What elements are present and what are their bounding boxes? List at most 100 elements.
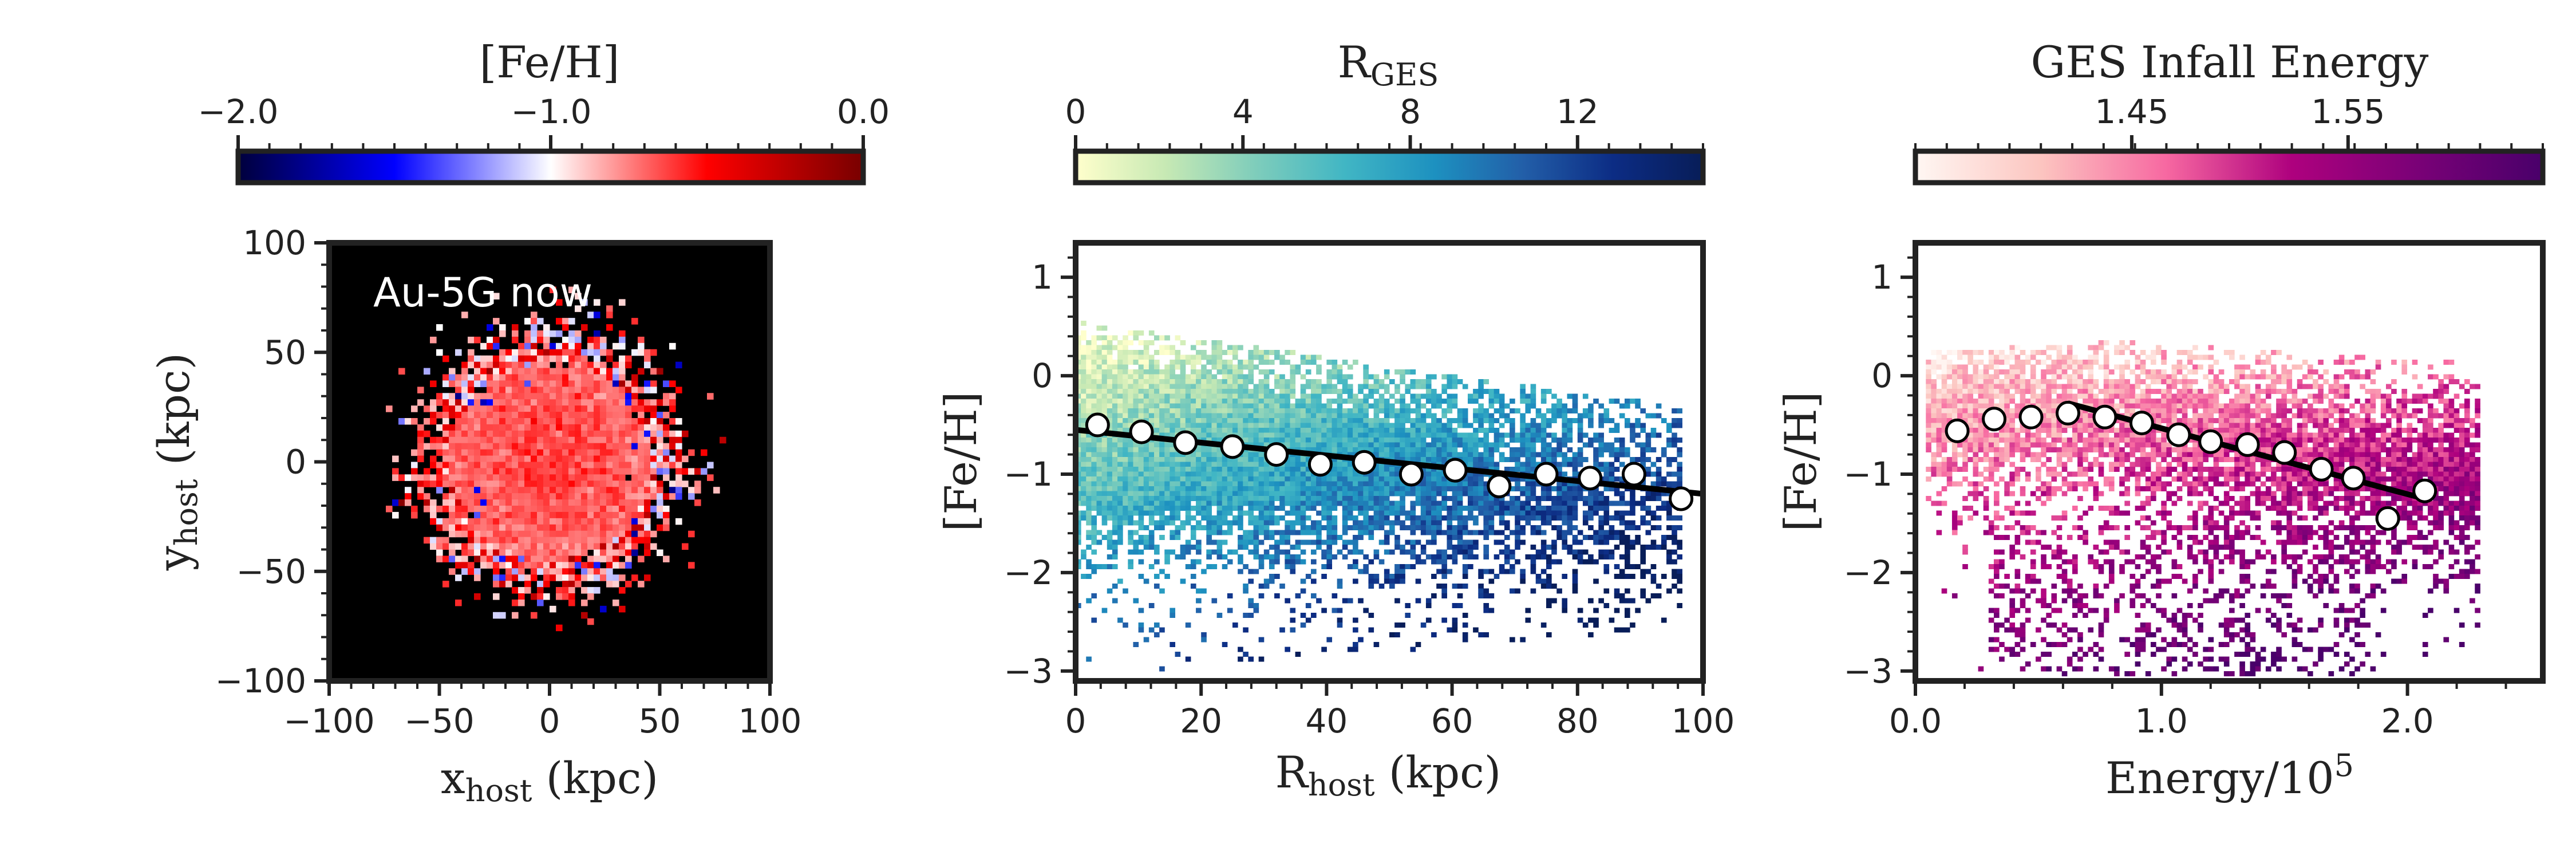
rad-cells-cell [1148,364,1155,370]
map-pixel [644,543,651,550]
rad-cells-cell [1337,617,1343,623]
map-pixel [442,537,449,544]
rad-cells-cell [1274,515,1280,521]
rad-cells-cell [1546,510,1552,516]
rad-cells-cell [1081,423,1086,428]
map-pixel [468,493,475,500]
map-pixel [594,587,600,594]
map-pixel [543,581,550,588]
rad-cells-cell [1112,539,1118,545]
map-pixel [644,537,651,544]
rad-cells-cell [1133,506,1139,511]
rad-cells-cell [1394,491,1400,497]
rad-cells-cell [1185,384,1191,389]
map-pixel [587,336,594,344]
map-pixel [499,418,506,425]
map-pixel [449,368,456,375]
rad-cells-cell [1243,379,1249,384]
rad-cells-cell [1436,403,1442,409]
map-pixel [487,405,493,412]
map-pixel [398,418,405,425]
rad-cells-cell [1243,588,1249,594]
rad-cells-cell [1326,637,1333,643]
rad-cells-cell [1400,574,1405,579]
rad-cells-cell [1238,559,1243,565]
rad-cells-cell [1499,423,1505,428]
rad-cells-cell [1353,418,1358,423]
rad-cells-cell [1394,569,1400,574]
map-pixel [455,455,462,463]
rad-cells-cell [1410,447,1416,452]
rad-cells-cell [1258,520,1265,526]
map-pixel [531,355,538,362]
rad-cells-cell [1248,613,1254,618]
map-pixel [449,530,456,538]
rad-cells-cell [1081,549,1086,555]
rad-cells-cell [1535,510,1542,516]
rad-cells-cell [1540,413,1547,419]
rad-cells-cell [1363,423,1369,428]
rad-cells-cell [1138,574,1144,579]
rad-cells-cell [1400,418,1405,423]
rad-cells-cell [1180,364,1186,370]
map-pixel [499,462,506,469]
rad-cells-cell [1462,408,1468,413]
rad-cells-cell [1373,496,1380,501]
rad-cells-cell [1520,384,1526,389]
rad-cells-cell [1300,428,1306,433]
rad-cells-cell [1133,539,1139,545]
rad-cells-cell [1123,486,1128,491]
rad-cells-cell [1410,379,1416,384]
rad-cells-cell [1243,476,1249,482]
rad-cells-cell [1216,438,1223,443]
rad-cells-cell [1494,393,1500,399]
map-pixel [524,424,531,431]
rad-cells-cell [1290,545,1296,550]
rad-cells-cell [1216,350,1223,355]
rad-cells-cell [1300,384,1306,389]
map-pixel [474,555,481,562]
map-pixel [568,330,575,337]
rad-cells-cell [1138,520,1144,526]
rad-cells-cell [1483,447,1490,452]
map-xtick-label: 100 [738,702,802,740]
rad-cells-cell [1425,525,1432,530]
rad-cells-cell [1216,428,1223,433]
rad-cells-cell [1447,545,1453,550]
rad-cells-cell [1441,574,1447,579]
map-pixel [442,499,449,506]
rad-cells-cell [1305,491,1311,497]
rad-cells-cell [1478,452,1484,458]
rad-cells-cell [1253,481,1259,487]
map-pixel [669,436,676,444]
rad-cells-cell [1243,438,1249,443]
rad-cells-cell [1295,496,1301,501]
map-pixel [512,349,519,356]
map-pixel [493,405,500,412]
rad-cells-cell [1400,481,1405,487]
map-pixel [606,349,613,356]
map-pixel [663,449,670,456]
rad-cells-cell [1499,408,1505,413]
rad-cells-cell [1290,432,1296,438]
map-pixel [644,506,651,513]
rad-cells-cell [1190,467,1196,472]
rad-cells-cell [1274,545,1280,550]
rad-cells-cell [1410,438,1416,443]
map-pixel [518,405,525,412]
rad-cells-cell [1483,632,1490,637]
map-pixel [524,511,531,519]
rad-cells-cell [1389,481,1395,487]
rad-cells-cell [1170,350,1176,355]
map-pixel [474,499,481,506]
map-pixel [556,424,563,431]
rad-cells-cell [1305,506,1311,511]
rad-cells-cell [1415,418,1421,423]
map-pixel [493,487,500,494]
rad-cells-cell [1201,384,1207,389]
rad-cells-cell [1232,491,1238,497]
rad-cells-cell [1274,413,1280,419]
map-pixel [575,393,582,400]
map-pixel [556,568,563,575]
rad-cells-cell [1091,379,1097,384]
